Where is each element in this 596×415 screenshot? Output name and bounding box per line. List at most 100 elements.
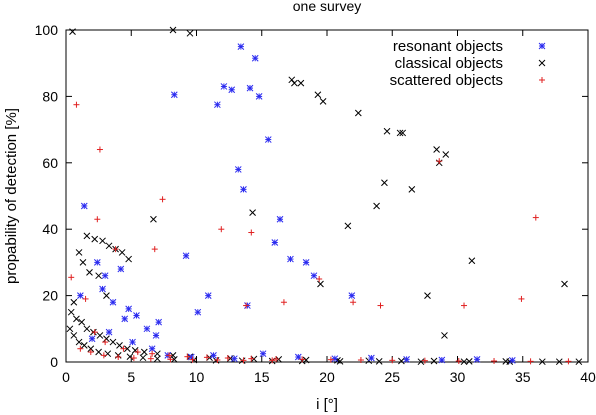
data-point (424, 292, 431, 299)
data-point (73, 101, 80, 108)
data-point (442, 151, 450, 158)
data-point (143, 325, 151, 333)
data-point (398, 357, 405, 365)
data-point (344, 222, 352, 230)
data-point (280, 299, 287, 306)
data-point (77, 345, 84, 352)
data-point (123, 345, 131, 353)
data-point (381, 179, 388, 187)
data-point (80, 202, 88, 210)
data-point (75, 338, 83, 346)
data-point (230, 355, 238, 363)
data-point (169, 26, 177, 34)
data-point (317, 280, 324, 288)
data-point (377, 302, 384, 309)
data-point (228, 86, 236, 94)
y-tick-label: 0 (50, 354, 58, 370)
data-point (214, 101, 221, 109)
data-point (86, 269, 93, 276)
data-point (147, 355, 154, 362)
data-point (121, 315, 129, 323)
data-point (77, 292, 84, 299)
x-tick-label: 10 (189, 369, 205, 385)
data-point (170, 91, 178, 99)
data-point (336, 357, 344, 365)
data-point (94, 216, 101, 223)
series-resonant-objects (77, 43, 516, 364)
data-point (194, 308, 202, 316)
data-point (70, 332, 78, 339)
data-point (170, 355, 178, 363)
x-tick-label: 25 (384, 369, 400, 385)
data-point (264, 136, 272, 143)
data-point (109, 298, 117, 306)
legend-label: scattered objects (390, 72, 503, 89)
series-classical-objects (66, 26, 583, 366)
data-point (316, 276, 323, 282)
data-point (103, 335, 110, 343)
x-tick-label: 30 (450, 369, 466, 385)
data-point (184, 353, 191, 360)
data-point (88, 335, 96, 343)
data-point (218, 226, 225, 233)
data-point (246, 84, 254, 92)
data-point (383, 127, 391, 135)
data-point (102, 339, 109, 346)
x-tick-label: 20 (319, 369, 335, 385)
data-point (210, 352, 217, 359)
data-point (438, 356, 446, 364)
legend-marker (538, 42, 546, 50)
data-point (115, 354, 122, 361)
data-point (91, 235, 99, 243)
data-point (69, 28, 76, 36)
data-point (214, 357, 221, 364)
x-axis-label: i [°] (316, 396, 338, 413)
data-point (70, 298, 78, 306)
data-point (234, 166, 242, 173)
y-tick-label: 40 (42, 221, 58, 237)
data-point (118, 249, 126, 256)
data-point (78, 318, 86, 326)
x-tick-label: 0 (62, 369, 70, 385)
data-point (169, 352, 177, 359)
data-point (331, 355, 339, 363)
x-tick-label: 5 (127, 369, 135, 385)
data-point (117, 265, 125, 273)
data-point (408, 186, 416, 193)
data-point (276, 215, 284, 223)
data-point (83, 232, 91, 240)
data-point (182, 252, 190, 260)
data-point (273, 356, 280, 363)
legend-label: classical objects (395, 55, 503, 72)
data-point (159, 196, 166, 203)
data-point (87, 349, 94, 356)
data-point (491, 358, 498, 365)
data-point (240, 357, 247, 364)
data-point (82, 295, 89, 302)
data-point (417, 358, 425, 366)
data-point (259, 350, 267, 358)
data-point (348, 292, 356, 299)
data-point (126, 353, 134, 361)
chart-title: one survey (293, 0, 361, 14)
data-point (532, 214, 539, 221)
data-point (151, 246, 158, 253)
data-point (66, 325, 74, 333)
series-group (66, 26, 583, 366)
data-point (310, 272, 318, 280)
plot-frame (65, 29, 589, 363)
data-point (99, 237, 106, 245)
data-point (203, 354, 210, 361)
data-point (95, 348, 102, 356)
data-point (67, 308, 75, 316)
axes-group: 0 5 10 15 20 25 30 35 40 0 20 40 60 80 100 (35, 22, 596, 385)
data-point (460, 358, 468, 366)
data-point (167, 356, 174, 363)
data-point (68, 274, 75, 281)
data-point (421, 357, 428, 364)
y-tick-label: 20 (42, 288, 58, 304)
data-point (354, 109, 362, 117)
data-point (327, 356, 334, 363)
data-point (248, 355, 255, 362)
